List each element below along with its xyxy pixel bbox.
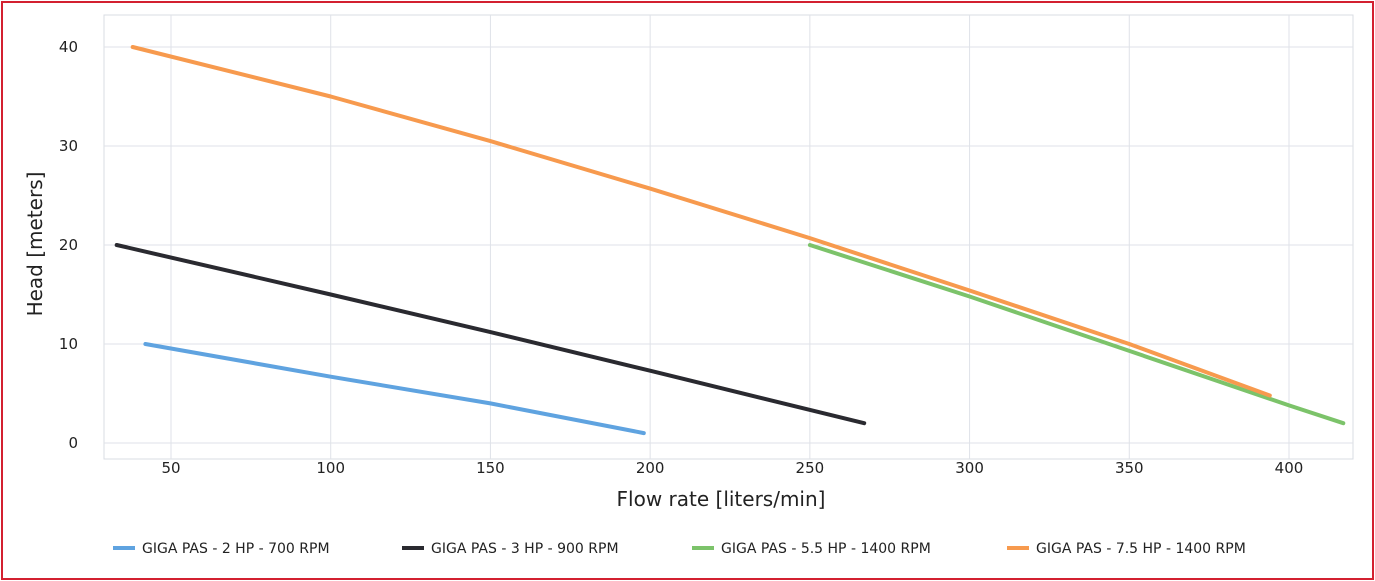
x-tick-label: 150 <box>476 459 505 477</box>
legend: GIGA PAS - 2 HP - 700 RPM GIGA PAS - 3 HP… <box>113 541 1246 557</box>
y-tick-label: 10 <box>59 335 78 353</box>
y-tick-label: 0 <box>68 434 78 452</box>
legend-label-4: GIGA PAS - 7.5 HP - 1400 RPM <box>1036 541 1246 557</box>
series-line-4 <box>130 45 1272 398</box>
series-line-2 <box>114 243 867 426</box>
series-lines <box>114 45 1346 436</box>
y-tick-label: 20 <box>59 236 78 254</box>
x-axis-title: Flow rate [liters/min] <box>617 487 826 511</box>
legend-label-2: GIGA PAS - 3 HP - 900 RPM <box>431 541 619 557</box>
x-tick-label: 350 <box>1115 459 1144 477</box>
legend-label-1: GIGA PAS - 2 HP - 700 RPM <box>142 541 330 557</box>
y-axis-ticks: 0 10 20 30 40 <box>59 38 78 452</box>
y-tick-label: 40 <box>59 38 78 56</box>
x-tick-label: 400 <box>1275 459 1304 477</box>
x-tick-label: 300 <box>955 459 984 477</box>
legend-label-3: GIGA PAS - 5.5 HP - 1400 RPM <box>721 541 931 557</box>
y-axis-title: Head [meters] <box>23 172 47 317</box>
x-tick-label: 100 <box>316 459 345 477</box>
x-axis-ticks: 50 100 150 200 250 300 350 400 <box>161 459 1303 477</box>
grid-lines <box>103 14 1354 460</box>
series-line-3 <box>807 243 1346 426</box>
x-tick-label: 200 <box>636 459 665 477</box>
x-tick-label: 250 <box>796 459 825 477</box>
y-tick-label: 30 <box>59 137 78 155</box>
series-line-1 <box>143 342 646 436</box>
x-tick-label: 50 <box>161 459 180 477</box>
plot-border <box>103 14 1354 460</box>
